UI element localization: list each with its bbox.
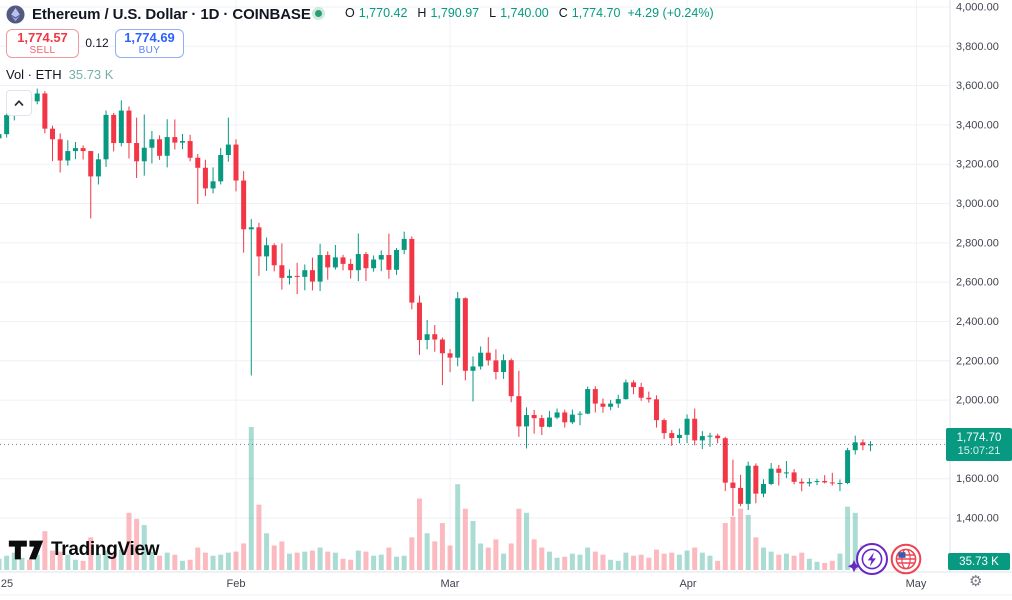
open-label: O: [345, 6, 355, 20]
open-value: 1,770.42: [358, 6, 408, 20]
ohlc-values: O 1,770.42 H 1,790.97 L 1,740.00 C 1,774.70 …: [345, 6, 714, 20]
volume-layer: [0, 427, 874, 570]
volume-axis-badge: 35.73 K: [948, 553, 1010, 570]
volume-legend: Vol · ETH 35.73 K: [6, 67, 113, 82]
low-value: 1,740.00: [500, 6, 549, 20]
price-axis-label: 2,000.00: [956, 395, 999, 407]
price-axis-label: 3,000.00: [956, 198, 999, 210]
price-axis-label: 1,400.00: [956, 513, 999, 525]
spread-value: 0.12: [85, 36, 109, 50]
symbol-header[interactable]: Ethereum / U.S. Dollar · 1D · COINBASE: [6, 3, 311, 25]
last-price-value: 1,774.70: [956, 431, 1002, 444]
change-value: +4.29 (+0.24%): [627, 6, 714, 20]
price-axis-label: 3,800.00: [956, 41, 999, 53]
chevron-up-icon: [14, 100, 24, 106]
legend-collapse-button[interactable]: [6, 90, 32, 116]
sell-button[interactable]: 1,774.57 SELL: [6, 29, 79, 58]
time-axis-label: 25: [1, 578, 13, 590]
economic-flag-icon[interactable]: [890, 543, 922, 575]
price-axis-label: 3,200.00: [956, 159, 999, 171]
time-axis-label: Mar: [441, 578, 460, 590]
grid-layer: [0, 0, 950, 572]
time-axis-label: Feb: [227, 578, 246, 590]
eth-logo-icon: [6, 4, 25, 24]
price-axis-label: 2,800.00: [956, 237, 999, 249]
high-label: H: [417, 6, 427, 20]
buy-button[interactable]: 1,774.69 BUY: [115, 29, 184, 58]
low-label: L: [489, 6, 497, 20]
candles-layer: [0, 88, 874, 516]
bar-countdown: 15:07:21: [957, 444, 1001, 457]
watermark-text: TradingView: [51, 539, 160, 560]
price-axis-label: 2,400.00: [956, 316, 999, 328]
price-axis-label: 3,400.00: [956, 119, 999, 131]
buy-price: 1,774.69: [124, 30, 175, 45]
spark-lightning-icon[interactable]: [843, 540, 893, 580]
market-status-icon[interactable]: [312, 7, 325, 20]
price-axis-label: 4,000.00: [956, 2, 999, 14]
time-axis-label: Apr: [679, 578, 696, 590]
tradingview-watermark[interactable]: TradingView: [8, 538, 160, 562]
symbol-title[interactable]: Ethereum / U.S. Dollar · 1D · COINBASE: [32, 5, 311, 23]
volume-legend-value: 35.73 K: [68, 67, 114, 82]
gear-icon[interactable]: ⚙: [969, 573, 983, 590]
price-axis-label: 3,600.00: [956, 80, 999, 92]
time-axis-label: May: [906, 578, 927, 590]
close-label: C: [558, 6, 568, 20]
price-axis-label: 1,600.00: [956, 473, 999, 485]
buy-label: BUY: [138, 45, 161, 56]
price-axis-label: 2,200.00: [956, 355, 999, 367]
tradingview-logo-icon: [8, 540, 44, 560]
close-value: 1,774.70: [571, 6, 621, 20]
volume-legend-label: Vol · ETH: [6, 67, 62, 82]
high-value: 1,790.97: [430, 6, 480, 20]
last-price-badge: 1,774.70 15:07:21: [946, 427, 1012, 461]
price-axis-label: 2,600.00: [956, 277, 999, 289]
sell-price: 1,774.57: [17, 30, 68, 45]
sell-label: SELL: [29, 45, 56, 56]
